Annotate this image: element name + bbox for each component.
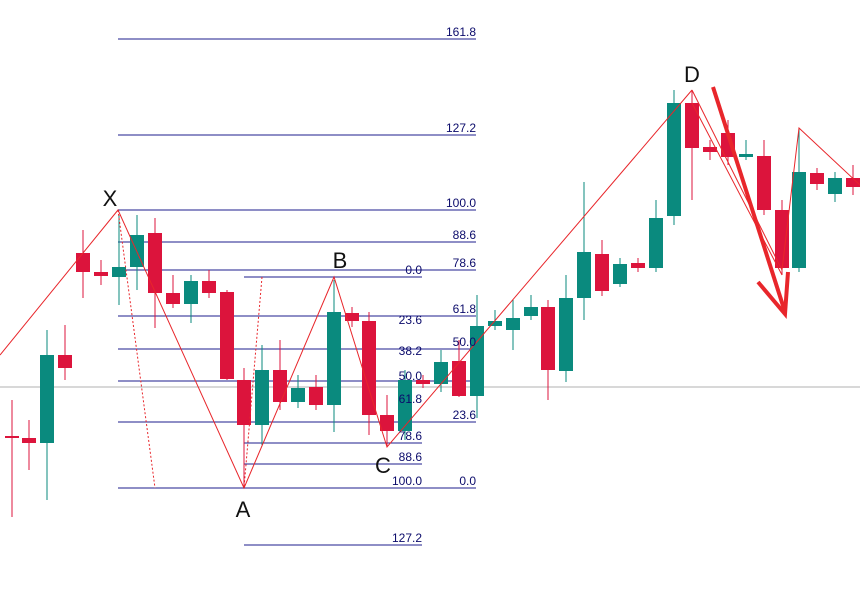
candle-body [613,264,627,284]
candle-body [202,281,216,293]
xabcd-line [0,89,693,490]
candle-body [166,293,180,304]
fib-label: 161.8 [446,25,476,39]
candle-body [112,267,126,277]
candle-body [810,173,824,184]
candle-body [703,147,717,152]
candle-body [255,370,269,425]
point-label: B [333,248,348,273]
candle-body [76,253,90,272]
candle-body [541,307,555,370]
candle-body [828,178,842,194]
pattern [0,86,860,490]
candle-body [434,362,448,384]
fib-label: 78.6 [453,256,477,270]
candle-body [667,103,681,216]
fib-lines [0,38,860,546]
candle-body [22,438,36,443]
candle-body [792,172,806,268]
dotted-line [243,276,263,489]
fib-label: 0.0 [459,474,476,488]
candle-body [488,321,502,326]
candle-body [398,380,412,431]
candle-body [273,370,287,402]
candle-body [739,154,753,157]
fib-label: 100.0 [446,196,476,210]
candle-body [506,318,520,330]
projection-line [691,102,783,276]
candle-body [775,210,789,268]
fib-label: 38.2 [399,344,423,358]
candle-body [184,281,198,304]
fib-label: 61.8 [399,392,423,406]
fib-label: 23.6 [453,408,477,422]
fib-label: 50.0 [399,369,423,383]
point-label: C [375,453,391,478]
candle-body [291,388,305,402]
candle-body [595,254,609,291]
candle-body [58,355,72,368]
candle-body [40,355,54,443]
candle-body [649,218,663,268]
fib-label: 61.8 [453,302,477,316]
candle-body [846,178,860,187]
fib-label: 50.0 [453,335,477,349]
candle-body [380,415,394,431]
candles [5,90,860,517]
candle-body [327,312,341,405]
candle-body [148,233,162,293]
candle-body [237,380,251,425]
labels: X A B C D 161.8 127.2 100.0 88.6 78.6 61… [103,25,700,545]
point-label: D [684,62,700,87]
fib-label: 23.6 [399,313,423,327]
candle-body [685,103,699,148]
candle-body [94,272,108,276]
arrow-head [756,271,790,320]
candle-body [559,298,573,371]
candle-body [220,292,234,379]
candle-body [362,321,376,415]
candle-body [345,313,359,321]
candle-body [757,156,771,210]
fib-label: 100.0 [392,474,422,488]
candle-body [452,361,466,396]
candle-body [631,263,645,268]
fib-label: 78.6 [399,429,423,443]
fib-label: 127.2 [446,121,476,135]
fib-label: 127.2 [392,531,422,545]
candle-body [470,326,484,396]
candle-body [5,436,19,438]
arrow [711,86,787,313]
candle-body [309,387,323,405]
projection-line [691,89,860,272]
fib-label: 88.6 [453,228,477,242]
candle-body [577,252,591,298]
candle-body [416,380,430,384]
candle-body [524,307,538,316]
fib-label: 88.6 [399,450,423,464]
point-label: A [236,497,251,522]
dotted-line [117,209,156,489]
fib-label: 0.0 [405,263,422,277]
point-label: X [103,186,118,211]
